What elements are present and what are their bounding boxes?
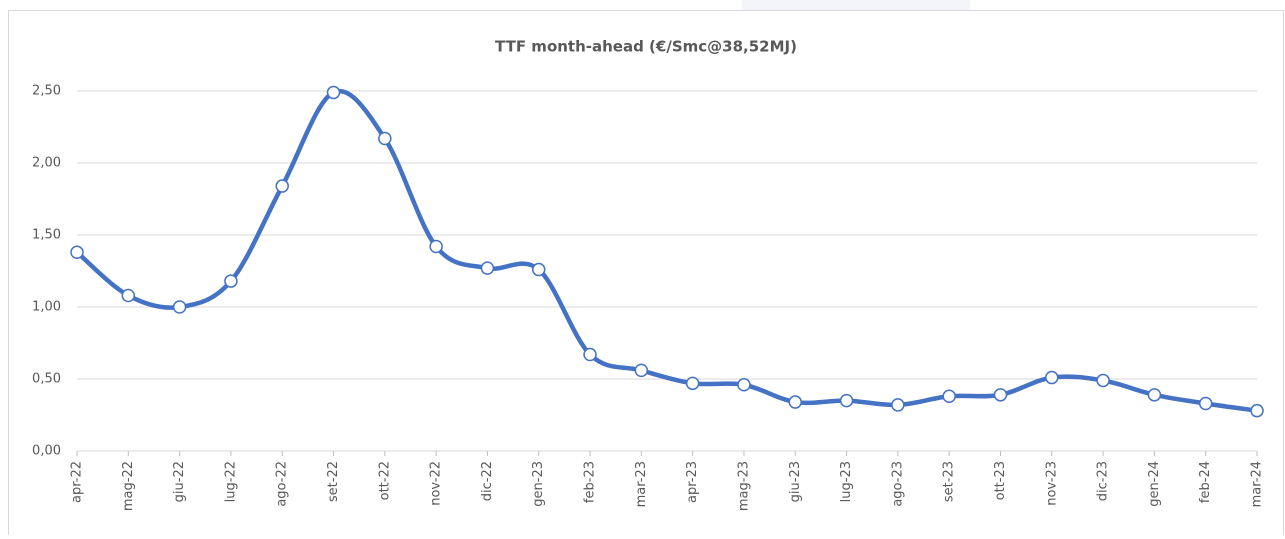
- x-tick-label: ott-23: [993, 461, 1008, 500]
- marker: [737, 378, 751, 392]
- marker: [378, 131, 392, 146]
- y-tick-label: 1,00: [32, 300, 61, 315]
- x-tick-label: giu-22: [172, 461, 187, 502]
- x-tick-label: feb-23: [583, 461, 598, 503]
- x-tick-label: nov-23: [1044, 461, 1059, 506]
- marker: [685, 376, 700, 391]
- x-tick-label: apr-23: [685, 461, 700, 503]
- marker: [1045, 370, 1059, 385]
- marker: [634, 363, 649, 378]
- x-tick-label: set-22: [326, 461, 341, 502]
- x-tick-label: ago-23: [890, 461, 905, 507]
- marker: [993, 388, 1008, 402]
- marker: [1147, 388, 1162, 402]
- background-panel: [742, 0, 970, 12]
- marker: [121, 288, 136, 303]
- x-tick-label: mag-22: [121, 461, 136, 511]
- x-tick-label: gen-24: [1147, 461, 1162, 507]
- x-tick-label: ago-22: [275, 461, 290, 507]
- marker: [891, 398, 905, 412]
- marker: [942, 389, 956, 404]
- marker: [1250, 403, 1264, 418]
- x-tick-label: ott-22: [377, 461, 392, 500]
- x-tick-label: gen-23: [531, 461, 546, 507]
- y-tick-label: 2,00: [32, 156, 61, 171]
- marker: [788, 395, 803, 409]
- x-tick-label: lug-22: [223, 461, 238, 502]
- marker: [480, 261, 495, 275]
- marker: [839, 393, 854, 408]
- x-tick-label: feb-24: [1198, 461, 1213, 503]
- x-tick-label: mar-23: [634, 461, 649, 507]
- marker: [583, 347, 597, 362]
- x-tick-label: lug-23: [839, 461, 854, 502]
- marker: [429, 239, 443, 254]
- marker: [1096, 373, 1110, 388]
- x-tick-label: apr-22: [70, 461, 85, 503]
- x-tick-label: mar-24: [1250, 461, 1265, 507]
- y-tick-label: 0,50: [32, 372, 61, 387]
- y-tick-label: 2,50: [32, 84, 61, 99]
- marker: [326, 85, 341, 100]
- x-tick-label: set-23: [942, 461, 957, 502]
- marker: [275, 179, 289, 193]
- y-tick-label: 1,50: [32, 228, 61, 243]
- y-tick-label: 0,00: [32, 444, 61, 459]
- x-tick-label: nov-22: [429, 461, 444, 506]
- marker: [70, 245, 84, 260]
- marker: [224, 274, 238, 288]
- x-tick-label: mag-23: [736, 461, 751, 511]
- x-tick-label: dic-23: [1096, 461, 1111, 501]
- x-tick-label: dic-22: [480, 461, 495, 501]
- x-tick-label: giu-23: [788, 461, 803, 502]
- chart-border: [8, 10, 1284, 539]
- marker: [531, 262, 546, 277]
- chart-title: TTF month-ahead (€/Smc@38,52MJ): [495, 38, 797, 56]
- marker: [172, 300, 187, 314]
- marker: [1198, 396, 1213, 411]
